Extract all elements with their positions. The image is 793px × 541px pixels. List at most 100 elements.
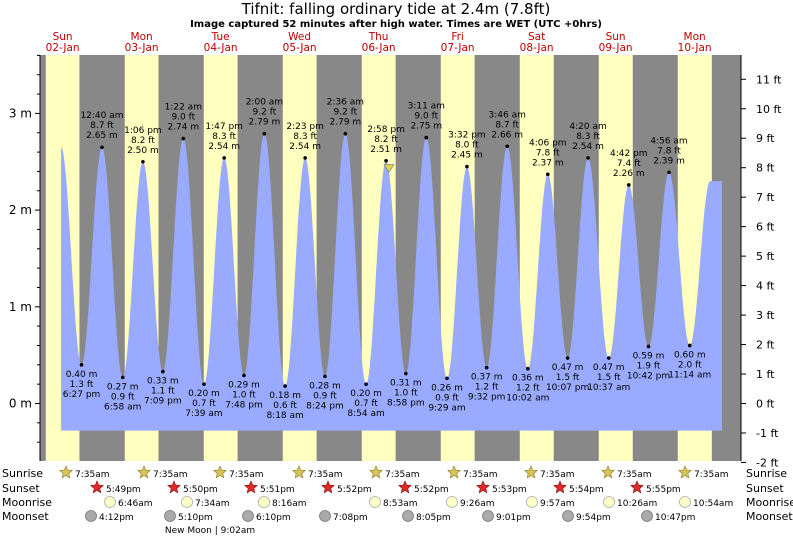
tide-low-meters: 0.31 m	[390, 379, 422, 389]
tide-high-time: 2:58 pm	[367, 125, 405, 135]
tide-point	[202, 382, 206, 386]
moonset-icon	[482, 510, 494, 522]
y-tick-label-ft: 6 ft	[756, 221, 775, 234]
tide-low-time: 10:07 pm	[546, 383, 589, 393]
tide-high-time: 3:46 am	[489, 110, 526, 120]
tide-point	[242, 373, 246, 378]
tide-point	[100, 145, 104, 150]
tide-high-meters: 2.66 m	[491, 130, 523, 140]
moonrise-time: 10:54am	[693, 499, 733, 509]
tide-low-meters: 0.47 m	[552, 363, 584, 373]
tide-point	[222, 156, 226, 160]
tide-high-meters: 2.51 m	[370, 145, 402, 155]
tide-high-ft: 9.2 ft	[333, 108, 357, 118]
tide-low-meters: 0.47 m	[593, 363, 625, 373]
tide-high-meters: 2.65 m	[86, 131, 118, 141]
sunset-time: 5:55pm	[646, 485, 681, 495]
tide-low-time: 7:39 am	[185, 409, 222, 419]
sunrise-icon	[213, 465, 227, 479]
tide-point	[161, 369, 165, 374]
moonrise-time: 7:34am	[195, 499, 230, 509]
moonrise-icon	[603, 496, 615, 508]
tide-high-meters: 2.74 m	[167, 123, 199, 133]
tide-point	[586, 156, 590, 160]
tide-point	[484, 365, 489, 370]
tide-high-ft: 8.3 ft	[293, 132, 317, 142]
sunset-label-left: Sunset	[2, 482, 40, 495]
y-tick-label-ft: 10 ft	[756, 103, 782, 116]
tide-high-time: 12:40 am	[80, 111, 123, 121]
day-name: Sat	[528, 31, 545, 43]
tide-point	[262, 131, 267, 136]
moonset-time: 9:01pm	[496, 513, 531, 523]
tide-high-time: 3:32 pm	[448, 131, 486, 141]
day-name: Sun	[606, 31, 626, 43]
tide-low-ft: 0.7 ft	[354, 399, 378, 409]
moonset-label-right: Moonset	[746, 510, 793, 523]
axes: 0 m 1 m 2 m 3 m -2 ft -1 ft 0 ft 1 ft 2 ft 3 ft 4 …	[9, 54, 782, 469]
sunset-icon	[553, 480, 567, 494]
tide-low-meters: 0.33 m	[147, 377, 179, 387]
moonset-time: 6:10pm	[256, 513, 291, 523]
moonset-icon	[242, 510, 254, 522]
chart-subtitle: Image captured 52 minutes after high wat…	[190, 19, 602, 30]
moonset-time: 5:10pm	[178, 513, 213, 523]
current-level-marker	[383, 164, 395, 173]
tide-low-meters: 0.40 m	[66, 370, 98, 380]
sunrise-label-left: Sunrise	[2, 467, 43, 480]
tide-high-time: 4:42 pm	[610, 149, 648, 159]
sunset-label-right: Sunset	[746, 482, 784, 495]
sunset-time: 5:52pm	[414, 485, 449, 495]
sunset-icon	[244, 480, 258, 494]
tide-point	[384, 158, 388, 163]
y-tick-label-ft: -2 ft	[756, 456, 779, 469]
tide-low-ft: 1.5 ft	[597, 373, 621, 383]
tide-low-ft: 1.2 ft	[516, 384, 540, 394]
tide-high-ft: 8.3 ft	[212, 132, 236, 142]
moonrise-time: 9:57am	[540, 499, 575, 509]
y-tick-label-ft: 1 ft	[756, 368, 775, 381]
moonset-icon	[164, 510, 176, 522]
day-date: 09-Jan	[599, 42, 633, 54]
y-tick-label-ft: 9 ft	[756, 132, 775, 145]
sunrise-icon	[292, 465, 306, 479]
day-date: 08-Jan	[520, 42, 554, 54]
tide-low-ft: 1.2 ft	[475, 383, 499, 393]
tide-point	[424, 135, 429, 140]
y-tick-label-m: 1 m	[9, 300, 32, 314]
day-name: Thu	[368, 31, 389, 43]
tide-low-time: 7:09 pm	[144, 397, 182, 407]
sunset-time: 5:53pm	[492, 485, 527, 495]
sunset-time: 5:50pm	[183, 485, 218, 495]
tide-high-time: 1:22 am	[165, 103, 202, 113]
day-date: 06-Jan	[362, 42, 396, 54]
y-tick-label-ft: 8 ft	[756, 162, 775, 175]
tide-low-ft: 1.9 ft	[637, 361, 661, 371]
moonrise-label-right: Moonrise	[746, 496, 793, 509]
tide-point	[283, 384, 287, 388]
tide-low-time: 8:58 pm	[387, 399, 425, 409]
tide-high-time: 2:00 am	[246, 98, 283, 108]
sunrise-time: 7:35am	[75, 470, 110, 480]
day-name: Fri	[451, 31, 464, 43]
tide-point	[565, 356, 570, 360]
tide-point	[120, 375, 125, 380]
tide-point	[646, 344, 651, 349]
moonrise-time: 8:16am	[272, 499, 307, 509]
day-date: 03-Jan	[125, 42, 159, 54]
sunset-time: 5:52pm	[337, 485, 372, 495]
tide-high-meters: 2.37 m	[532, 158, 564, 168]
sunset-icon	[167, 480, 181, 494]
y-tick-label-ft: 2 ft	[756, 339, 775, 352]
day-date: 04-Jan	[204, 42, 238, 54]
sunrise-time: 7:35am	[694, 470, 729, 480]
y-tick-label-ft: 5 ft	[756, 250, 775, 263]
tide-point	[505, 144, 509, 149]
tide-low-time: 7:48 pm	[225, 400, 263, 410]
tide-low-ft: 0.9 ft	[435, 393, 459, 403]
sunrise-time: 7:35am	[229, 470, 264, 480]
tide-low-ft: 0.9 ft	[313, 391, 337, 401]
y-tick-label-m: 3 m	[9, 106, 32, 120]
